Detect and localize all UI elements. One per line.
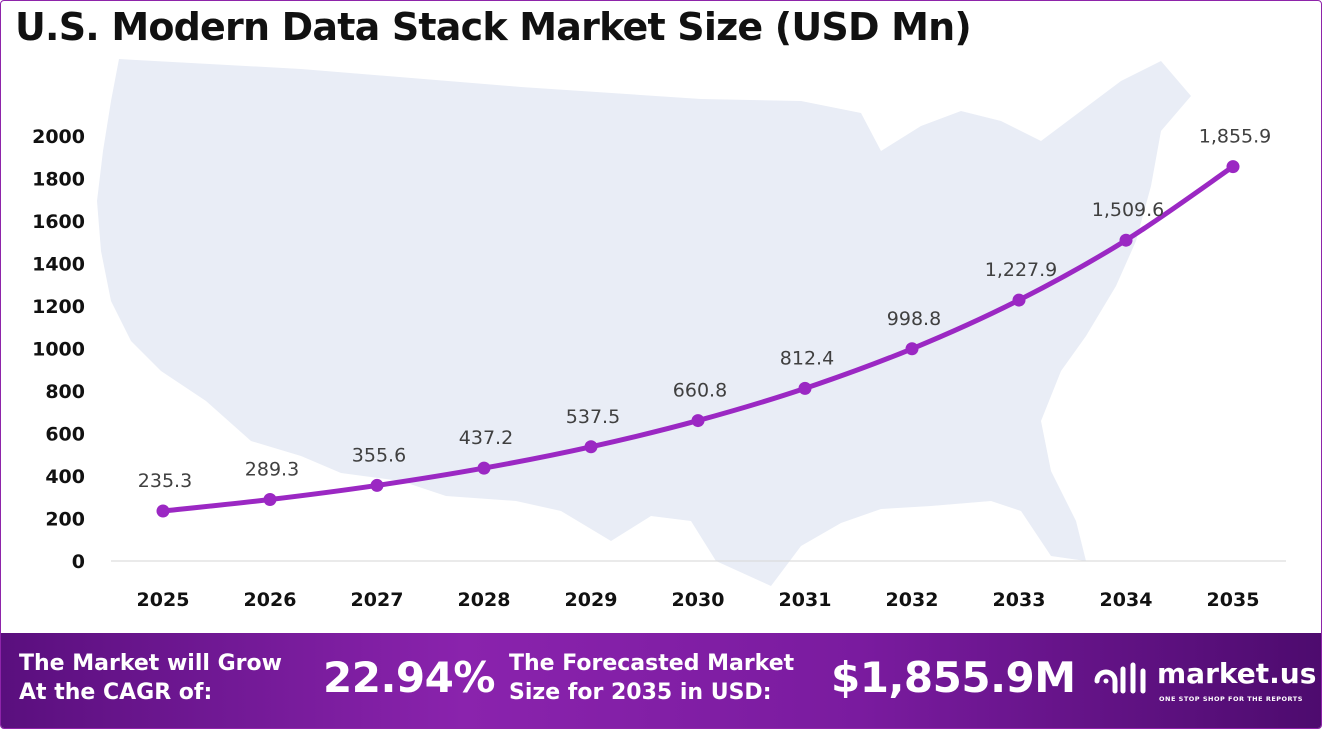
x-tick-label: 2028 <box>458 589 511 611</box>
y-tick-label: 1200 <box>32 296 85 318</box>
data-label: 289.3 <box>245 459 299 481</box>
data-point <box>1119 233 1133 247</box>
y-tick-label: 2000 <box>32 126 85 148</box>
data-label: 355.6 <box>352 444 406 466</box>
data-label: 235.3 <box>138 470 192 492</box>
brand-name: market.us <box>1157 657 1317 690</box>
x-tick-label: 2025 <box>137 589 190 611</box>
y-tick-label: 0 <box>72 551 85 573</box>
x-tick-label: 2027 <box>351 589 404 611</box>
data-point <box>1012 293 1026 307</box>
us-map-silhouette <box>97 59 1191 586</box>
x-tick-label: 2033 <box>993 589 1046 611</box>
data-points <box>156 160 1240 518</box>
data-point <box>691 414 705 428</box>
y-axis-ticks: 0 200 400 600 800 1000 1200 1400 1600 1800 2000 <box>32 126 85 573</box>
data-point <box>584 440 598 454</box>
data-labels: 235.3 289.3 355.6 437.2 537.5 660.8 812.4 998.8… <box>138 126 1271 492</box>
data-point <box>1226 160 1240 174</box>
y-tick-label: 1600 <box>32 211 85 233</box>
x-tick-label: 2031 <box>779 589 832 611</box>
data-point <box>156 504 170 518</box>
y-tick-label: 800 <box>45 381 85 403</box>
data-point <box>798 381 812 395</box>
brand-logo: market.us ONE STOP SHOP FOR THE REPORTS <box>1093 655 1317 711</box>
y-tick-label: 1000 <box>32 339 85 361</box>
brand-tagline: ONE STOP SHOP FOR THE REPORTS <box>1159 695 1303 703</box>
x-tick-label: 2034 <box>1100 589 1153 611</box>
data-label: 998.8 <box>887 308 941 330</box>
y-tick-label: 600 <box>45 424 85 446</box>
x-tick-label: 2032 <box>886 589 939 611</box>
x-axis-ticks: 2025 2026 2027 2028 2029 2030 2031 2032 2033 2034… <box>137 589 1260 611</box>
data-label: 660.8 <box>673 380 727 402</box>
line-chart: 0 200 400 600 800 1000 1200 1400 1600 1800 2000 20… <box>32 59 1286 611</box>
x-tick-label: 2029 <box>565 589 618 611</box>
y-tick-label: 400 <box>45 466 85 488</box>
cagr-value: 22.94% <box>323 653 495 702</box>
chart-title: U.S. Modern Data Stack Market Size (USD … <box>15 5 972 49</box>
data-point <box>263 493 277 507</box>
data-point <box>370 478 384 492</box>
data-label: 812.4 <box>780 347 834 369</box>
y-tick-label: 1400 <box>32 254 85 276</box>
forecast-label: The Forecasted Market Size for 2035 in U… <box>509 651 795 705</box>
y-tick-label: 1800 <box>32 169 85 191</box>
data-point <box>477 461 491 475</box>
data-label: 437.2 <box>459 427 513 449</box>
forecast-value: $1,855.9M <box>831 653 1076 702</box>
data-label: 1,509.6 <box>1092 199 1165 221</box>
data-label: 537.5 <box>566 406 620 428</box>
x-tick-label: 2026 <box>244 589 297 611</box>
data-label: 1,855.9 <box>1199 126 1272 148</box>
x-tick-label: 2030 <box>672 589 725 611</box>
data-point <box>905 342 919 356</box>
summary-footer: The Market will Grow At the CAGR of: 22.… <box>1 633 1321 728</box>
cagr-label: The Market will Grow At the CAGR of: <box>19 651 282 705</box>
y-tick-label: 200 <box>45 509 85 531</box>
market-us-logo-icon <box>1094 662 1146 694</box>
data-label: 1,227.9 <box>985 259 1058 281</box>
x-tick-label: 2035 <box>1207 589 1260 611</box>
